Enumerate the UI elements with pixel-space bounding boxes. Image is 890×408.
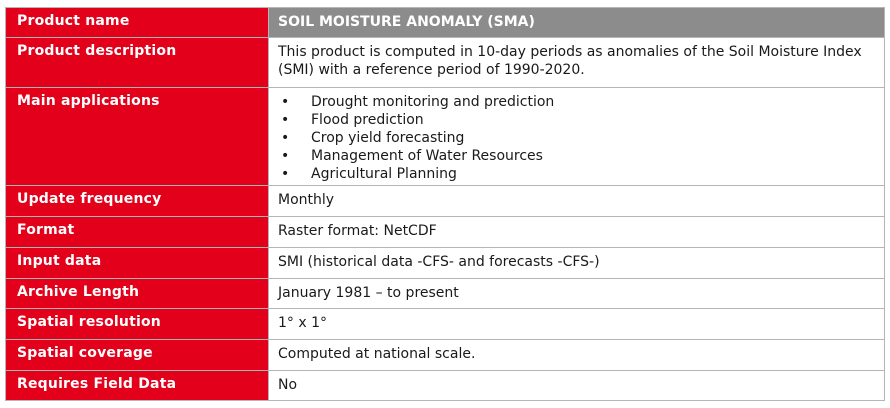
row-format: Format Raster format: NetCDF: [5, 216, 885, 248]
applications-list: Drought monitoring and prediction Flood …: [278, 93, 884, 183]
row-main-applications: Main applications Drought monitoring and…: [5, 87, 885, 186]
product-description-value: This product is computed in 10-day perio…: [268, 37, 885, 88]
row-label: Update frequency: [5, 185, 269, 217]
list-item: Crop yield forecasting: [278, 129, 884, 147]
row-input-data: Input data SMI (historical data -CFS- an…: [5, 247, 885, 279]
product-spec-table: Product name SOIL MOISTURE ANOMALY (SMA)…: [5, 7, 885, 401]
input-data-value: SMI (historical data -CFS- and forecasts…: [268, 247, 885, 279]
format-value: Raster format: NetCDF: [268, 216, 885, 248]
list-item: Flood prediction: [278, 111, 884, 129]
row-label: Main applications: [5, 87, 269, 186]
requires-field-data-value: No: [268, 370, 885, 401]
archive-length-value: January 1981 – to present: [268, 278, 885, 309]
row-label: Product name: [5, 7, 269, 38]
row-label: Format: [5, 216, 269, 248]
row-label: Input data: [5, 247, 269, 279]
row-spatial-coverage: Spatial coverage Computed at national sc…: [5, 339, 885, 371]
product-spec-sheet: Product name SOIL MOISTURE ANOMALY (SMA)…: [5, 7, 885, 401]
row-product-description: Product description This product is comp…: [5, 37, 885, 88]
row-label: Spatial resolution: [5, 308, 269, 340]
row-label: Archive Length: [5, 278, 269, 309]
update-frequency-value: Monthly: [268, 185, 885, 217]
main-applications-value: Drought monitoring and prediction Flood …: [268, 87, 885, 186]
spatial-coverage-value: Computed at national scale.: [268, 339, 885, 371]
row-spatial-resolution: Spatial resolution 1° x 1°: [5, 308, 885, 340]
row-label: Spatial coverage: [5, 339, 269, 371]
row-requires-field-data: Requires Field Data No: [5, 370, 885, 401]
row-label: Product description: [5, 37, 269, 88]
row-label: Requires Field Data: [5, 370, 269, 401]
list-item: Agricultural Planning: [278, 165, 884, 183]
list-item: Management of Water Resources: [278, 147, 884, 165]
row-update-frequency: Update frequency Monthly: [5, 185, 885, 217]
row-archive-length: Archive Length January 1981 – to present: [5, 278, 885, 309]
product-name-value: SOIL MOISTURE ANOMALY (SMA): [268, 7, 885, 38]
list-item: Drought monitoring and prediction: [278, 93, 884, 111]
spatial-resolution-value: 1° x 1°: [268, 308, 885, 340]
row-product-name: Product name SOIL MOISTURE ANOMALY (SMA): [5, 7, 885, 38]
